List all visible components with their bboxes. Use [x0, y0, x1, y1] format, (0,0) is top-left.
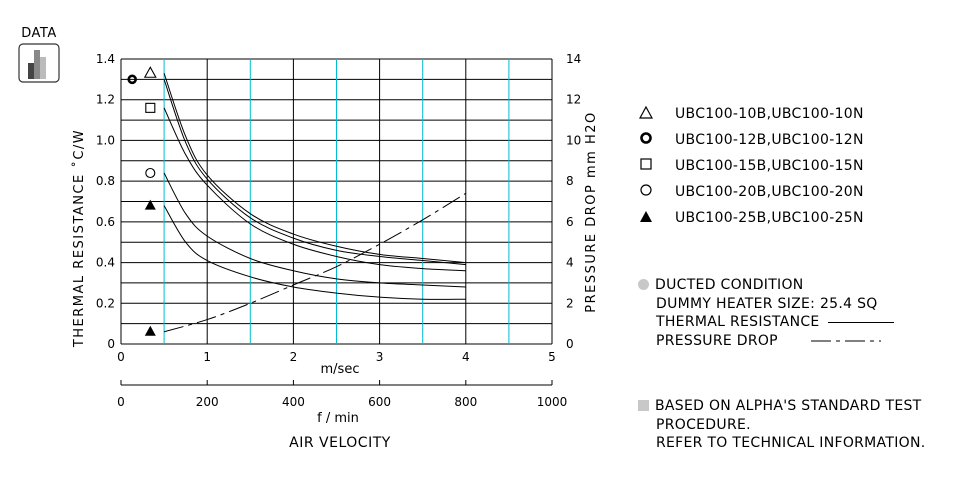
y-tick-label: 1.4 [96, 52, 115, 66]
x-axis-label: m/sec [321, 362, 360, 377]
y2-tick-label: 8 [566, 174, 574, 188]
solid-line-sample [827, 321, 894, 323]
y-tick-label: 0 [107, 337, 115, 351]
legend-item: UBC100-15B,UBC100-15N [636, 153, 864, 179]
series-marker [127, 74, 138, 85]
circle-bullet-icon [638, 279, 649, 290]
pressure-drop-text: PRESSURE DROP [656, 332, 778, 349]
thermal-curve [163, 107, 466, 272]
series-marker [145, 102, 156, 113]
x2-axis-label: f / min [317, 411, 359, 426]
ducted-text: DUCTED CONDITION [655, 277, 804, 293]
dash-line-sample [810, 340, 881, 341]
legend-label: UBC100-25B,UBC100-25N [675, 210, 864, 226]
y-axis-label: THERMAL RESISTANCE ˚C/W [71, 129, 87, 348]
legend-item: UBC100-12B,UBC100-12N [636, 127, 864, 153]
heater-text: DUMMY HEATER SIZE: 25.4 SQ [656, 295, 878, 312]
x-tick-label: 2 [290, 350, 298, 364]
thermal-curve [163, 79, 466, 266]
legend-item: UBC100-25B,UBC100-25N [636, 205, 864, 231]
y2-tick-label: 6 [566, 215, 574, 229]
series-marker [144, 199, 156, 210]
y2-tick-label: 4 [566, 256, 574, 270]
y-tick-label: 1.2 [96, 93, 115, 107]
pressure-drop-curve [163, 192, 467, 333]
standard-note: BASED ON ALPHA'S STANDARD TEST PROCEDURE… [638, 397, 925, 453]
legend-label: UBC100-20B,UBC100-20N [675, 184, 864, 200]
circle-open-icon [636, 183, 656, 201]
bar-chart-icon [18, 43, 60, 83]
thermal-curve [163, 205, 466, 300]
x2-tick-label: 200 [196, 395, 219, 409]
y2-tick-label: 2 [566, 296, 574, 310]
legend-label: UBC100-10B,UBC100-10N [675, 106, 864, 122]
thermal-resistance-text: THERMAL RESISTANCE [656, 314, 820, 330]
standard-text-2: PROCEDURE. [656, 416, 751, 433]
y-tick-label: 0.2 [96, 296, 115, 310]
x-caption: AIR VELOCITY [289, 435, 391, 451]
x2-tick-label: 800 [454, 395, 477, 409]
y2-tick-label: 0 [566, 337, 574, 351]
x2-tick-label: 1000 [537, 395, 568, 409]
series-marker [145, 167, 156, 179]
triangle-open-icon [636, 105, 656, 123]
y-tick-label: 0.4 [96, 256, 115, 270]
x-tick-label: 0 [117, 350, 125, 364]
x-tick-label: 3 [376, 350, 384, 364]
x2-tick-label: 0 [117, 395, 125, 409]
legend-item: UBC100-20B,UBC100-20N [636, 179, 864, 205]
x2-tick-label: 600 [368, 395, 391, 409]
y-tick-label: 0.6 [96, 215, 115, 229]
legend-item: UBC100-10B,UBC100-10N [636, 101, 864, 127]
thermal-curve [163, 172, 466, 288]
pressure-marker [144, 325, 156, 336]
x-tick-label: 4 [462, 350, 470, 364]
data-badge: DATA [16, 26, 62, 83]
y2-axis-label: PRESSURE DROP mm H2O [584, 111, 599, 312]
y-tick-label: 1.0 [96, 133, 115, 147]
data-badge-label: DATA [21, 26, 57, 41]
legend: UBC100-10B,UBC100-10N UBC100-12B,UBC100-… [636, 101, 864, 231]
chart-marks [127, 66, 467, 336]
square-bullet-icon [638, 400, 649, 411]
legend-label: UBC100-15B,UBC100-15N [675, 158, 864, 174]
circle-bold-icon [636, 131, 656, 149]
chart-axes: 0 1 2 3 4 500.20.40.60.81.01.21.4024681012140… [96, 52, 581, 409]
y2-tick-label: 12 [566, 93, 581, 107]
standard-text-3: REFER TO TECHNICAL INFORMATION. [656, 435, 926, 451]
thermal-curve [163, 73, 466, 264]
y2-tick-label: 10 [566, 133, 581, 147]
x2-tick-label: 400 [282, 395, 305, 409]
standard-text-1: BASED ON ALPHA'S STANDARD TEST [655, 398, 922, 414]
chart-grid [120, 58, 553, 345]
y-tick-label: 0.8 [96, 174, 115, 188]
x-tick-label: 5 [548, 350, 556, 364]
y2-tick-label: 14 [566, 52, 581, 66]
triangle-filled-icon [636, 210, 656, 227]
x-tick-label: 1 [203, 350, 211, 364]
legend-label: UBC100-12B,UBC100-12N [675, 132, 864, 148]
conditions-note: DUCTED CONDITION DUMMY HEATER SIZE: 25.4… [638, 276, 894, 350]
square-open-icon [636, 157, 656, 175]
series-marker [143, 66, 157, 78]
